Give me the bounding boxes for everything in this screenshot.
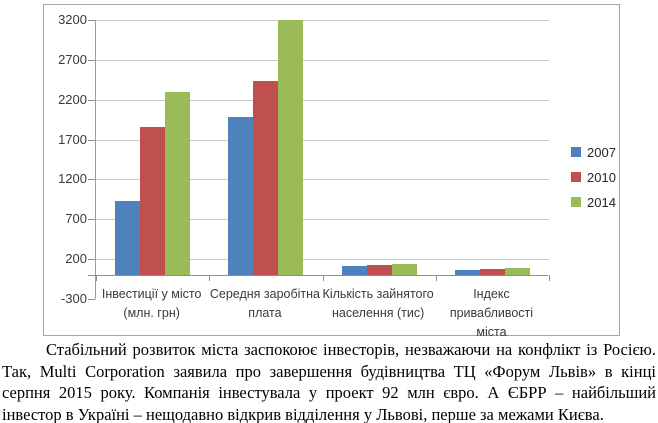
legend-item-2010: 2010 [571, 169, 616, 185]
gridline [96, 59, 549, 61]
x-axis-label-line: Інвестиції у місто [101, 287, 202, 302]
legend-label: 2010 [587, 169, 616, 185]
bar-2010-cat4 [479, 269, 505, 275]
gridline [96, 99, 549, 101]
x-axis-label-line: Індекс [473, 287, 510, 302]
x-axis-label-line: (млн. грн) [123, 306, 180, 321]
legend-label: 2007 [587, 144, 616, 160]
category-tick [322, 275, 324, 282]
y-axis-tick-label: 2200 [58, 91, 87, 107]
y-axis-tick [88, 99, 95, 101]
y-axis-tick [88, 59, 95, 61]
bar-2010-cat3 [366, 264, 392, 276]
bar-2014-cat1 [165, 91, 191, 275]
x-axis-label-line: плата [248, 306, 282, 321]
x-axis-label-line: населення (тис) [332, 306, 425, 321]
x-axis-label-line: привабливості [449, 306, 534, 321]
category-tick [96, 275, 97, 282]
gridline [96, 139, 549, 141]
bar-2014-cat3 [391, 263, 417, 276]
category-tick [209, 275, 211, 282]
legend-color-swatch-icon [571, 147, 581, 157]
bar-chart: 3200 2700 2200 1700 1200 700 200 -300 Інвестиці… [43, 4, 620, 339]
gridline [96, 219, 549, 221]
legend-color-swatch-icon [571, 172, 581, 182]
plot-area [95, 20, 550, 299]
category-tick [435, 275, 437, 282]
x-axis-label-line: міста [476, 325, 507, 340]
gridline [96, 179, 549, 181]
x-axis-category-label: Інвестиції у місто (млн. грн) [95, 285, 208, 323]
x-axis-label-line: Середня заробітна [209, 287, 321, 302]
y-axis-tick-label: -300 [60, 291, 87, 306]
y-axis-tick-label: 1200 [58, 171, 87, 187]
legend-label: 2014 [587, 194, 616, 210]
bar-2007-cat3 [341, 265, 367, 276]
legend-color-swatch-icon [571, 197, 581, 207]
x-axis-category-label: Кількість зайнятого населення (тис) [322, 285, 435, 323]
bar-2014-cat4 [504, 267, 530, 276]
legend-item-2007: 2007 [571, 144, 616, 160]
y-axis-tick [88, 20, 95, 21]
y-axis-tick-label: 1700 [58, 131, 87, 147]
y-axis-tick-label: 3200 [58, 12, 87, 27]
y-axis-tick [88, 139, 95, 141]
bar-2010-cat1 [140, 126, 166, 276]
bar-2014-cat2 [278, 20, 304, 276]
bar-2007-cat1 [115, 201, 141, 276]
gridline [96, 259, 549, 261]
gridline [96, 20, 549, 21]
bar-2007-cat2 [228, 116, 254, 276]
y-axis-tick-label: 2700 [58, 51, 87, 67]
y-axis-tick-label: 200 [65, 251, 87, 267]
y-axis-tick [88, 179, 95, 181]
bar-2007-cat4 [454, 269, 480, 276]
y-axis-tick [88, 299, 95, 300]
legend: 2007 2010 2014 [571, 144, 616, 219]
legend-item-2014: 2014 [571, 194, 616, 210]
bar-2010-cat2 [253, 81, 279, 276]
y-axis-tick [88, 219, 95, 221]
x-axis-category-label: Індекс привабливості міста [435, 285, 548, 342]
x-axis-category-label: Середня заробітна плата [208, 285, 321, 323]
category-tick [549, 275, 550, 282]
x-axis-label-line: Кількість зайнятого [322, 287, 434, 302]
category-axis-line [88, 275, 548, 277]
y-axis-tick [88, 259, 95, 261]
caption-paragraph: Стабільний розвиток міста заспокоює інве… [2, 340, 656, 423]
y-axis-tick-label: 700 [65, 211, 87, 227]
